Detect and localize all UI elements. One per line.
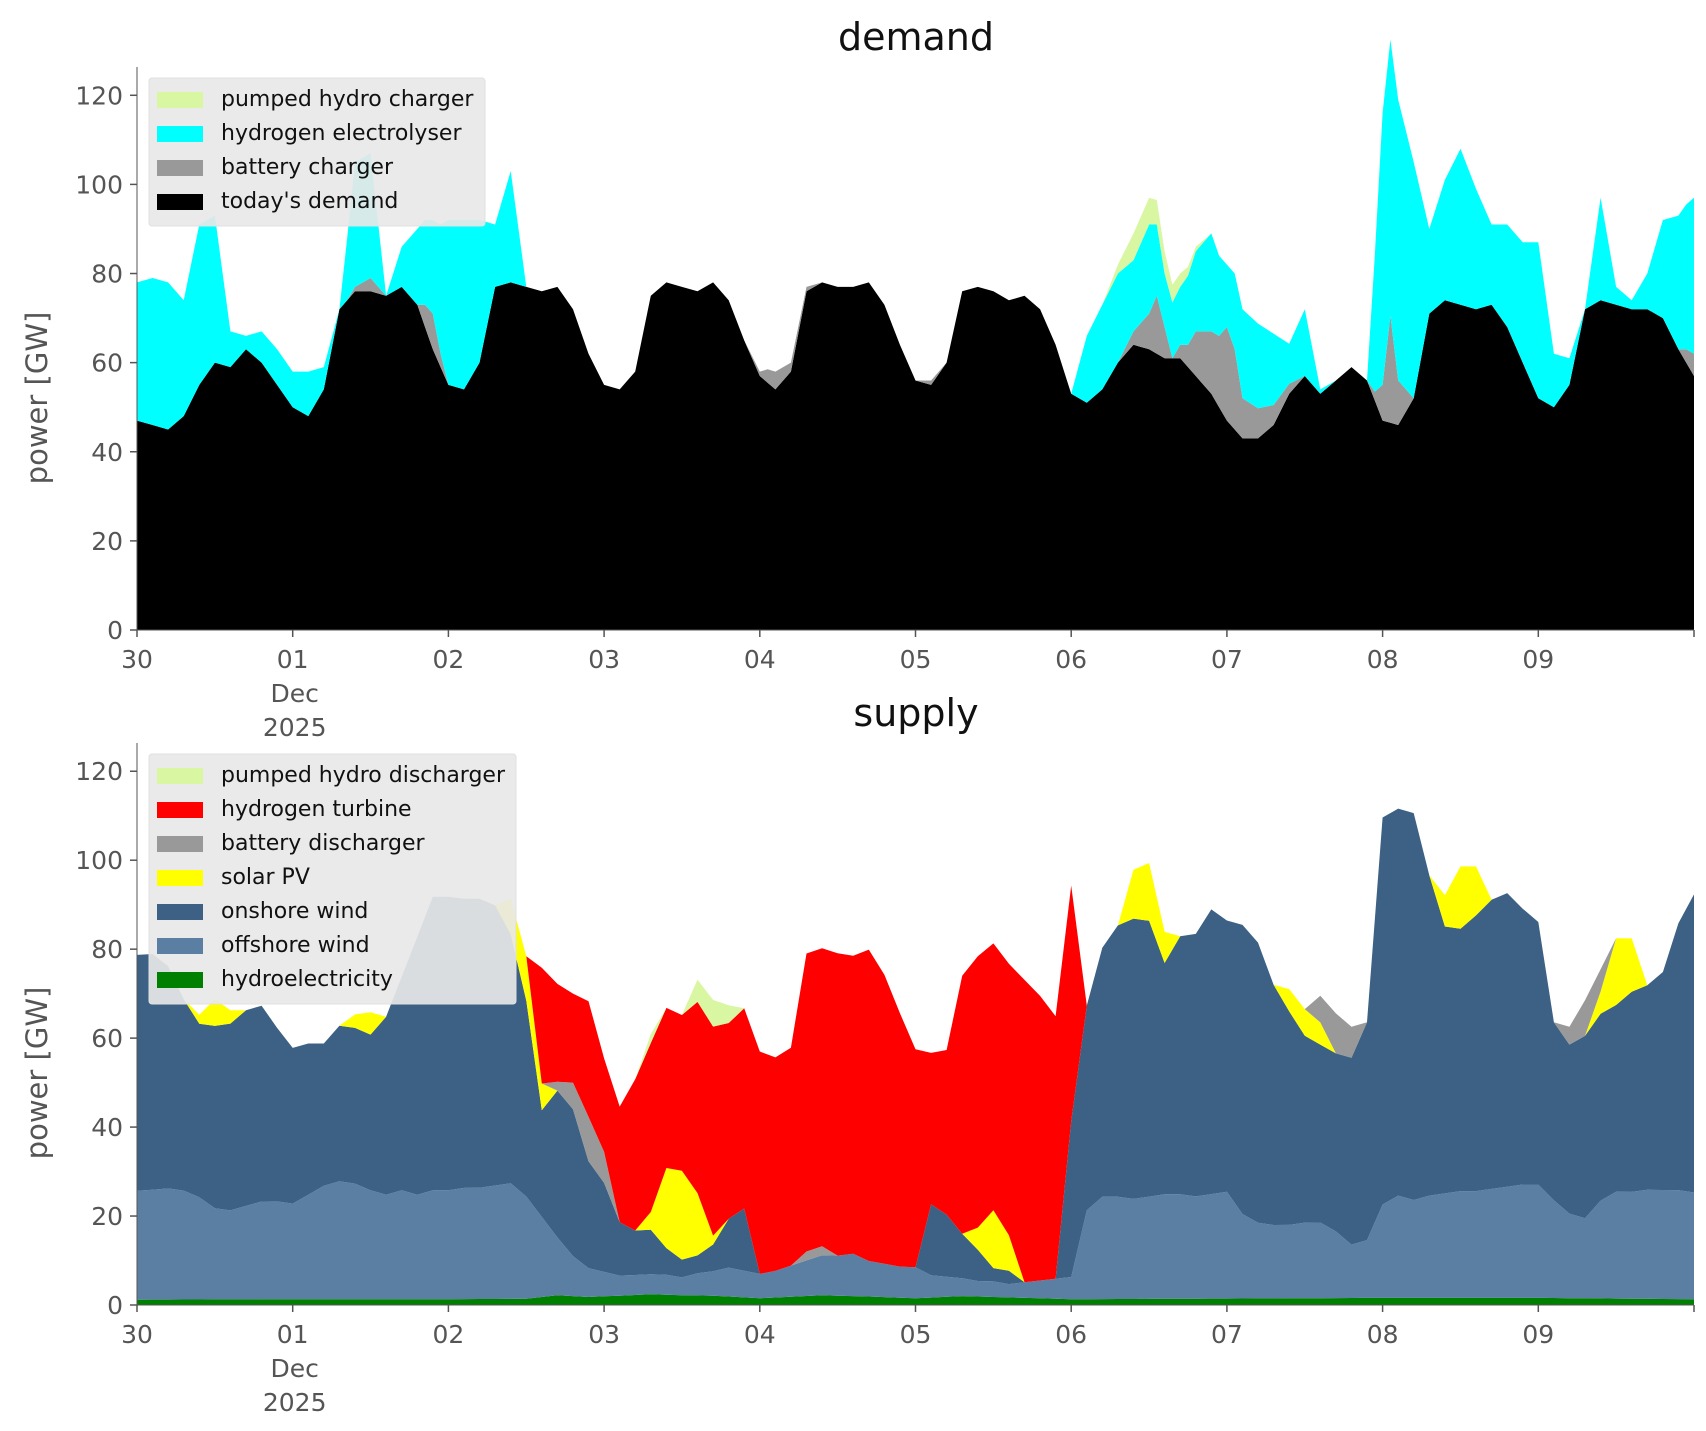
legend-label-onshore-wind: onshore wind bbox=[221, 899, 368, 924]
legend-swatch-hydrogen-electrolyser bbox=[157, 126, 203, 142]
x-tick-label: 06 bbox=[1055, 1320, 1087, 1349]
demand-panel: demand 0 20 40 60 80 100 120 30 01 Dec 2025 02 03 04… bbox=[20, 15, 1695, 742]
x-tick-label: 01 bbox=[277, 645, 309, 674]
demand-title: demand bbox=[838, 15, 994, 59]
demand-areas bbox=[137, 39, 1694, 630]
x-tick-label: 08 bbox=[1367, 645, 1399, 674]
legend-swatch-pumped-hydro-discharger bbox=[157, 768, 203, 784]
supply-y-axis: 0 20 40 60 80 100 120 bbox=[75, 743, 138, 1320]
x-tick-label: 02 bbox=[432, 1320, 464, 1349]
y-tick-label: 20 bbox=[91, 1202, 123, 1231]
supply-areas bbox=[137, 808, 1694, 1305]
x-tick-label: 05 bbox=[900, 1320, 932, 1349]
x-tick-sublabel: Dec bbox=[271, 679, 319, 708]
legend-label-offshore-wind: offshore wind bbox=[221, 933, 370, 958]
supply-title: supply bbox=[853, 691, 978, 735]
y-tick-label: 0 bbox=[107, 616, 123, 645]
area-offshore-wind bbox=[137, 1181, 1694, 1300]
area-today-s-demand bbox=[137, 282, 1694, 630]
x-tick-label: 03 bbox=[588, 1320, 620, 1349]
legend-label-pumped-hydro-discharger: pumped hydro discharger bbox=[221, 763, 506, 788]
supply-x-axis: 30 01 Dec 2025 02 03 04 05 06 07 08 09 bbox=[121, 1304, 1695, 1417]
demand-legend: pumped hydro charger hydrogen electrolyse… bbox=[148, 77, 486, 227]
y-tick-label: 40 bbox=[91, 1113, 123, 1142]
y-tick-label: 40 bbox=[91, 438, 123, 467]
x-tick-sublabel: 2025 bbox=[263, 713, 327, 742]
legend-label-hydrogen-turbine: hydrogen turbine bbox=[221, 797, 412, 822]
x-tick-label: 02 bbox=[432, 645, 464, 674]
x-tick-label: 30 bbox=[121, 645, 153, 674]
y-tick-label: 60 bbox=[91, 1024, 123, 1053]
y-tick-label: 60 bbox=[91, 349, 123, 378]
y-tick-label: 0 bbox=[107, 1291, 123, 1320]
legend-label-battery-discharger: battery discharger bbox=[221, 831, 426, 856]
x-tick-label: 04 bbox=[744, 645, 776, 674]
y-tick-label: 100 bbox=[75, 170, 123, 199]
x-tick-sublabel: 2025 bbox=[263, 1388, 327, 1417]
legend-swatch-offshore-wind bbox=[157, 938, 203, 954]
x-tick-label: 04 bbox=[744, 1320, 776, 1349]
x-tick-label: 08 bbox=[1367, 1320, 1399, 1349]
x-tick-label: 09 bbox=[1522, 1320, 1554, 1349]
supply-y-label: power [GW] bbox=[20, 987, 54, 1160]
y-tick-label: 80 bbox=[91, 260, 123, 289]
legend-swatch-pumped-hydro-charger bbox=[157, 92, 203, 108]
x-tick-label: 30 bbox=[121, 1320, 153, 1349]
legend-label-solar-pv: solar PV bbox=[221, 865, 310, 890]
legend-label-battery-charger: battery charger bbox=[221, 155, 394, 180]
legend-swatch-solar-pv bbox=[157, 870, 203, 886]
legend-box bbox=[148, 753, 517, 1005]
x-tick-label: 03 bbox=[588, 645, 620, 674]
y-tick-label: 80 bbox=[91, 935, 123, 964]
legend-label-hydrogen-electrolyser: hydrogen electrolyser bbox=[221, 121, 462, 146]
legend-swatch-battery-discharger bbox=[157, 836, 203, 852]
y-tick-label: 100 bbox=[75, 846, 123, 875]
x-tick-label: 06 bbox=[1055, 645, 1087, 674]
x-tick-label: 01 bbox=[277, 1320, 309, 1349]
demand-x-axis: 30 01 Dec 2025 02 03 04 05 06 07 08 09 bbox=[121, 629, 1695, 742]
legend-label-pumped-hydro-charger: pumped hydro charger bbox=[221, 87, 474, 112]
y-tick-label: 20 bbox=[91, 527, 123, 556]
x-tick-sublabel: Dec bbox=[271, 1354, 319, 1383]
legend-swatch-today-s-demand bbox=[157, 194, 203, 210]
x-tick-label: 07 bbox=[1211, 645, 1243, 674]
x-tick-label: 09 bbox=[1522, 645, 1554, 674]
legend-swatch-onshore-wind bbox=[157, 904, 203, 920]
area-onshore-wind bbox=[137, 808, 1694, 1285]
legend-label-today-s-demand: today's demand bbox=[221, 189, 398, 214]
area-hydrogen-electrolyser bbox=[137, 39, 1694, 430]
demand-y-label: power [GW] bbox=[20, 312, 54, 485]
legend-box bbox=[148, 77, 486, 227]
supply-legend: pumped hydro discharger hydrogen turbine b… bbox=[148, 753, 517, 1005]
y-tick-label: 120 bbox=[75, 757, 123, 786]
area-hydrogen-turbine bbox=[137, 808, 1694, 1283]
legend-swatch-hydrogen-turbine bbox=[157, 802, 203, 818]
y-tick-label: 120 bbox=[75, 81, 123, 110]
supply-panel: supply 0 20 40 60 80 100 120 30 01 Dec 2025 02 03 04… bbox=[20, 691, 1695, 1417]
legend-label-hydroelectricity: hydroelectricity bbox=[221, 967, 393, 992]
area-hydroelectricity bbox=[137, 1294, 1694, 1305]
legend-swatch-hydroelectricity bbox=[157, 972, 203, 988]
legend-swatch-battery-charger bbox=[157, 160, 203, 176]
demand-y-axis: 0 20 40 60 80 100 120 bbox=[75, 67, 138, 645]
x-tick-label: 05 bbox=[900, 645, 932, 674]
x-tick-label: 07 bbox=[1211, 1320, 1243, 1349]
